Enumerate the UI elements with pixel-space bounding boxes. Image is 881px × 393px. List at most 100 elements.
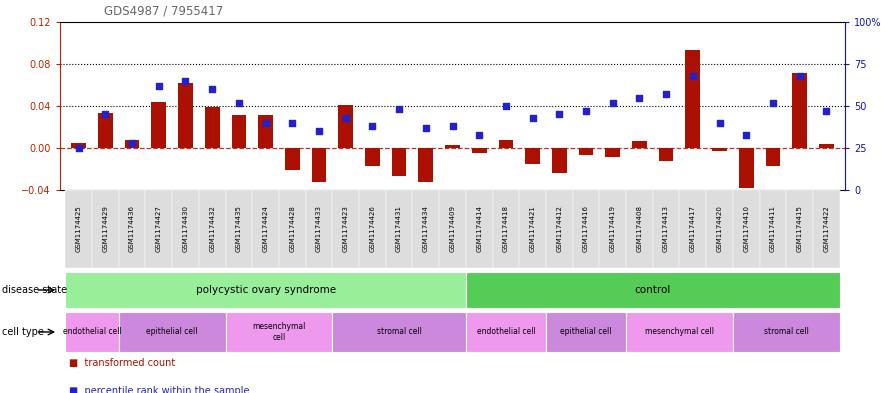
- Text: GSM1174424: GSM1174424: [263, 206, 269, 252]
- Point: [605, 99, 619, 106]
- Text: GSM1174415: GSM1174415: [796, 206, 803, 252]
- Text: ■  transformed count: ■ transformed count: [69, 358, 175, 368]
- Bar: [573, 190, 599, 268]
- Point: [338, 115, 352, 121]
- Text: GSM1174420: GSM1174420: [716, 206, 722, 252]
- Bar: [332, 190, 359, 268]
- Bar: [759, 190, 786, 268]
- Bar: [707, 190, 733, 268]
- Bar: [766, 148, 781, 166]
- Text: GSM1174430: GSM1174430: [182, 206, 189, 252]
- Bar: [332, 312, 466, 352]
- Bar: [98, 113, 113, 148]
- Point: [633, 94, 647, 101]
- Bar: [226, 190, 252, 268]
- Text: GSM1174410: GSM1174410: [744, 206, 749, 252]
- Point: [766, 99, 780, 106]
- Bar: [178, 83, 193, 148]
- Bar: [733, 312, 840, 352]
- Text: endothelial cell: endothelial cell: [63, 327, 122, 336]
- Bar: [439, 190, 466, 268]
- Point: [205, 86, 219, 92]
- Bar: [199, 190, 226, 268]
- Bar: [205, 107, 219, 148]
- Bar: [632, 141, 647, 148]
- Text: GDS4987 / 7955417: GDS4987 / 7955417: [104, 5, 223, 18]
- Point: [739, 131, 753, 138]
- Point: [71, 145, 85, 151]
- Bar: [338, 105, 353, 148]
- Bar: [71, 143, 86, 148]
- Text: GSM1174425: GSM1174425: [76, 206, 82, 252]
- Point: [446, 123, 460, 129]
- Point: [179, 78, 193, 84]
- Bar: [546, 312, 626, 352]
- Text: GSM1174417: GSM1174417: [690, 206, 696, 252]
- Bar: [386, 190, 412, 268]
- Text: GSM1174426: GSM1174426: [369, 206, 375, 252]
- Bar: [412, 190, 439, 268]
- Point: [418, 125, 433, 131]
- Bar: [145, 190, 172, 268]
- Text: GSM1174408: GSM1174408: [636, 206, 642, 252]
- Bar: [813, 190, 840, 268]
- Bar: [792, 73, 807, 148]
- Point: [685, 73, 700, 79]
- Text: GSM1174413: GSM1174413: [663, 206, 669, 252]
- Bar: [65, 272, 466, 308]
- Text: GSM1174416: GSM1174416: [583, 206, 589, 252]
- Text: mesenchymal
cell: mesenchymal cell: [252, 322, 306, 342]
- Text: GSM1174433: GSM1174433: [316, 206, 322, 252]
- Text: GSM1174414: GSM1174414: [477, 206, 482, 252]
- Text: GSM1174411: GSM1174411: [770, 206, 776, 252]
- Bar: [252, 190, 279, 268]
- Point: [472, 131, 486, 138]
- Bar: [579, 148, 593, 155]
- Text: epithelial cell: epithelial cell: [560, 327, 611, 336]
- Bar: [819, 144, 833, 148]
- Bar: [466, 190, 492, 268]
- Bar: [445, 145, 460, 148]
- Bar: [472, 148, 486, 153]
- Text: GSM1174432: GSM1174432: [209, 206, 215, 252]
- Bar: [279, 190, 306, 268]
- Bar: [226, 312, 332, 352]
- Bar: [605, 148, 620, 158]
- Text: stromal cell: stromal cell: [764, 327, 809, 336]
- Bar: [466, 312, 546, 352]
- Bar: [786, 190, 813, 268]
- Text: GSM1174418: GSM1174418: [503, 206, 509, 252]
- Bar: [285, 148, 300, 170]
- Bar: [359, 190, 386, 268]
- Point: [526, 115, 540, 121]
- Bar: [172, 190, 199, 268]
- Point: [713, 119, 727, 126]
- Bar: [119, 190, 145, 268]
- Text: mesenchymal cell: mesenchymal cell: [645, 327, 714, 336]
- Bar: [653, 190, 679, 268]
- Text: GSM1174409: GSM1174409: [449, 206, 455, 252]
- Bar: [519, 190, 546, 268]
- Point: [793, 73, 807, 79]
- Bar: [685, 50, 700, 148]
- Bar: [92, 190, 119, 268]
- Text: endothelial cell: endothelial cell: [477, 327, 536, 336]
- Bar: [232, 116, 246, 148]
- Text: GSM1174435: GSM1174435: [236, 206, 242, 252]
- Bar: [258, 116, 273, 148]
- Bar: [659, 148, 673, 161]
- Bar: [546, 190, 573, 268]
- Point: [499, 103, 513, 109]
- Text: polycystic ovary syndrome: polycystic ovary syndrome: [196, 285, 336, 295]
- Bar: [392, 148, 406, 176]
- Bar: [119, 312, 226, 352]
- Bar: [466, 272, 840, 308]
- Text: GSM1174422: GSM1174422: [824, 206, 829, 252]
- Text: ■  percentile rank within the sample: ■ percentile rank within the sample: [69, 386, 249, 393]
- Bar: [552, 148, 566, 173]
- Bar: [152, 102, 167, 148]
- Bar: [679, 190, 707, 268]
- Bar: [626, 312, 733, 352]
- Point: [285, 119, 300, 126]
- Bar: [499, 140, 514, 148]
